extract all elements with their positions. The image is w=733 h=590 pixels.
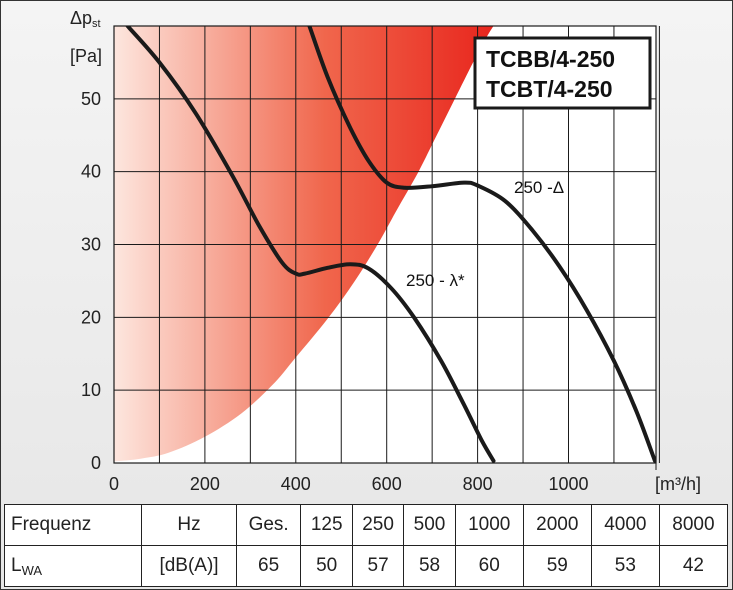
curve-250-lambda [125,26,496,463]
x-tick-label: 200 [190,474,220,494]
header-125: 125 [300,504,353,546]
plot-border [113,25,657,464]
x-tick-label: 1000 [548,474,588,494]
x-tick-labels: 0 200 400 600 800 1000 [109,474,589,494]
sound-power-table: Frequenz Hz Ges. 125 250 500 1000 2000 4… [3,504,729,587]
lwa-value-500: 58 [403,545,456,587]
header-ges: Ges. [235,504,302,546]
header-250: 250 [351,504,405,546]
y-tick-label: 30 [81,235,101,255]
y-tick-label: 10 [81,380,101,400]
y-tick-label: 20 [81,307,101,327]
lwa-value-2000: 59 [522,545,592,587]
x-tick-label: 800 [463,474,493,494]
table-row-frequency: Frequenz Hz Ges. 125 250 500 1000 2000 4… [3,504,729,546]
lwa-value-8000: 42 [658,545,729,587]
series-label-250-delta: 250 -Δ [514,178,564,197]
lwa-label: LWA [3,545,143,587]
lwa-value-4000: 53 [590,545,660,587]
y-axis-unit: [Pa] [70,46,102,66]
curve-250-delta [307,26,656,463]
header-500: 500 [403,504,456,546]
x-tick-label: 400 [281,474,311,494]
lwa-value-250: 57 [351,545,405,587]
lwa-value-ges: 65 [235,545,302,587]
model-name-1: TCBB/4-250 [486,46,615,72]
lwa-value-1000: 60 [454,545,524,587]
x-axis-unit: [m³/h] [655,474,701,494]
y-tick-label: 40 [81,162,101,182]
series-label-250-lambda: 250 - λ* [406,271,465,290]
lwa-unit: [dB(A)] [141,545,237,587]
x-tick-label: 600 [372,474,402,494]
header-2000: 2000 [522,504,592,546]
y-tick-labels: 0 10 20 30 40 50 [81,89,101,473]
table-row-lwa: LWA [dB(A)] 65 50 57 58 60 59 53 42 [3,545,729,587]
y-axis-label: Δpst [70,8,101,30]
x-tick-label: 0 [109,474,119,494]
model-name-2: TCBT/4-250 [486,76,613,102]
y-tick-label: 50 [81,89,101,109]
header-hz: Hz [141,504,237,546]
header-1000: 1000 [454,504,524,546]
model-label-box [473,36,652,110]
lwa-value-125: 50 [300,545,353,587]
header-4000: 4000 [590,504,660,546]
y-tick-label: 0 [91,453,101,473]
header-8000: 8000 [658,504,729,546]
header-frequenz: Frequenz [3,504,143,546]
